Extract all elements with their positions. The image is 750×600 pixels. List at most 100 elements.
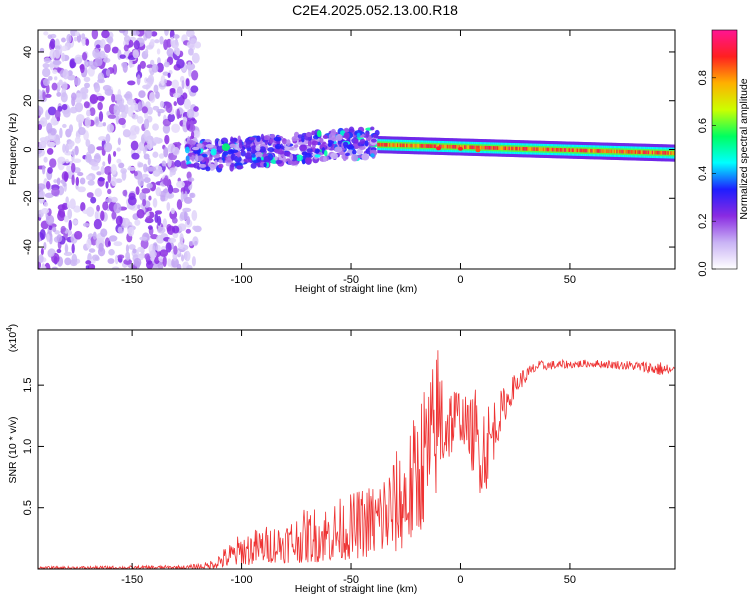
onset-blob [199,164,206,168]
noise-blob [168,73,171,78]
onset-blob [324,150,328,156]
noise-blob [107,258,114,264]
onset-blob [345,153,350,156]
noise-blob [76,114,85,123]
noise-blob [119,28,126,33]
y-tick-label: -20 [22,190,34,206]
noise-blob [59,128,62,138]
noise-blob [133,49,139,58]
noise-blob [156,109,165,113]
noise-blob [44,202,49,207]
noise-blob [81,33,85,39]
noise-blob [160,101,164,108]
noise-blob [152,123,159,130]
noise-blob [106,134,111,143]
onset-blob [275,144,282,150]
onset-blob [255,145,260,151]
onset-blob [312,141,319,146]
noise-blob [55,109,61,119]
noise-blob [52,226,56,232]
noise-blob [85,139,90,147]
noise-blob [61,38,66,43]
noise-blob [138,90,145,98]
noise-blob [111,177,117,187]
noise-blob [97,102,102,110]
onset-blob [290,154,293,161]
x-tick-label: -100 [231,274,253,286]
noise-blob [128,107,134,117]
onset-blob [223,151,228,156]
noise-blob [156,235,164,244]
noise-blob [187,62,192,71]
noise-blob [124,94,131,99]
x-tick-label: -100 [231,574,253,586]
noise-blob [176,181,185,188]
noise-blob [137,74,141,85]
noise-blob [140,61,146,69]
noise-blob [174,160,181,167]
noise-blob [118,137,121,145]
noise-blob [86,110,91,117]
noise-blob [72,149,75,157]
noise-blob [134,219,140,225]
noise-blob [147,207,152,211]
noise-blob [38,254,43,263]
noise-blob [130,125,139,135]
noise-blob [39,141,47,149]
noise-blob [186,229,191,234]
onset-blob [246,141,251,148]
noise-blob [93,232,97,240]
onset-blob [307,148,313,152]
onset-blob [236,165,244,169]
noise-blob [71,254,77,265]
x-tick-label: 50 [564,274,576,286]
noise-blob [153,242,158,250]
noise-blob [134,40,140,49]
noise-blob [61,92,68,102]
chart-title: C2E4.2025.052.13.00.R18 [292,2,458,18]
colorbar-label: Normalized spectral amplitude [738,78,750,219]
onset-blob [291,161,299,165]
noise-blob [168,185,173,194]
noise-blob [157,216,161,226]
noise-blob [40,229,46,240]
onset-blob [319,138,323,144]
noise-blob [71,244,74,254]
noise-blob [43,63,50,68]
noise-blob [67,145,72,149]
noise-blob [46,233,49,242]
onset-blob [211,148,217,155]
noise-blob [101,166,105,175]
noise-blob [118,118,126,125]
noise-blob [163,218,167,228]
noise-blob [159,249,168,257]
onset-blob [315,154,321,157]
noise-blob [68,220,72,231]
noise-blob [80,177,86,184]
noise-blob [169,173,172,177]
noise-blob [128,196,137,206]
noise-blob [152,152,158,158]
noise-blob [146,183,152,189]
y-tick-label: 0.5 [22,500,34,515]
noise-blob [98,177,105,181]
noise-blob [123,62,128,73]
noise-blob [137,204,140,209]
onset-blob [351,154,358,161]
noise-blob [146,212,150,217]
onset-blob [222,143,230,151]
noise-blob [186,216,190,225]
noise-blob [190,193,195,198]
noise-blob [90,94,98,104]
onset-blob [249,137,255,141]
noise-blob [138,162,144,167]
peak-point [475,148,480,152]
onset-blob [264,156,271,163]
y-tick-label: 0 [22,146,34,152]
noise-blob [153,137,160,143]
onset-blob [357,133,361,137]
onset-blob [193,162,200,168]
noise-blob [117,254,124,258]
onset-blob [370,153,374,157]
colorbar-tick-label: 0.4 [697,166,709,181]
